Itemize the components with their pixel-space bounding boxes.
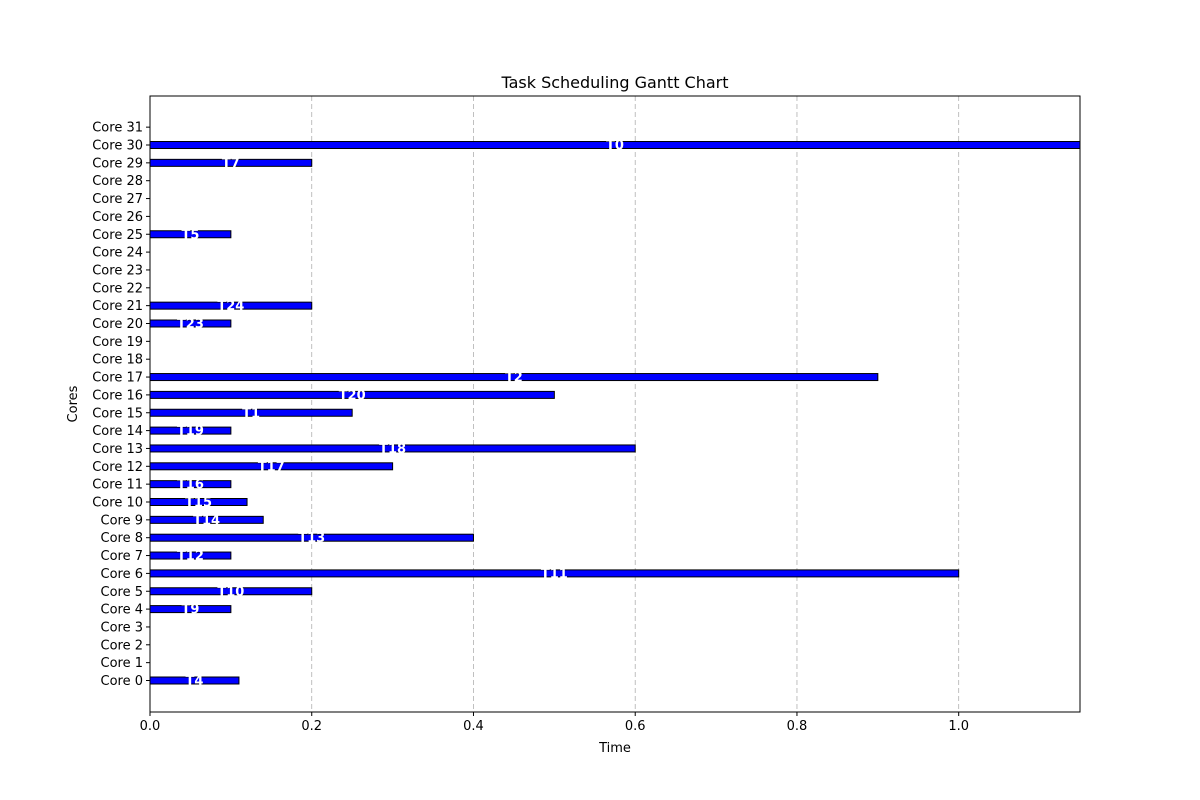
x-tick-label: 0.4 bbox=[463, 719, 484, 734]
y-tick-label: Core 31 bbox=[92, 121, 143, 136]
x-tick-label: 0.8 bbox=[787, 719, 808, 734]
task-label: T12 bbox=[177, 549, 204, 564]
y-tick-label: Core 21 bbox=[92, 299, 143, 314]
y-tick-label: Core 20 bbox=[92, 317, 143, 332]
task-label: T20 bbox=[339, 388, 366, 403]
y-tick-label: Core 25 bbox=[92, 228, 143, 243]
task-label: T9 bbox=[181, 603, 199, 618]
task-label: T13 bbox=[298, 531, 325, 546]
y-tick-label: Core 11 bbox=[92, 478, 143, 493]
bars bbox=[149, 141, 1081, 685]
y-axis-label: Cores bbox=[66, 385, 81, 422]
x-axis-ticks: 0.0 0.2 0.4 0.6 0.8 1.0 bbox=[140, 712, 969, 734]
y-tick-label: Core 17 bbox=[92, 371, 143, 386]
y-axis-ticks: Core 0 Core 1 Core 2 Core 3 Core 4 Core 5 Core… bbox=[92, 121, 150, 689]
chart-title: Task Scheduling Gantt Chart bbox=[500, 73, 728, 92]
task-label: T15 bbox=[185, 496, 212, 511]
y-tick-label: Core 14 bbox=[92, 424, 143, 439]
task-label: T10 bbox=[217, 585, 244, 600]
task-label: T7 bbox=[222, 156, 240, 171]
y-tick-label: Core 18 bbox=[92, 353, 143, 368]
y-tick-label: Core 16 bbox=[92, 388, 143, 403]
x-tick-label: 1.0 bbox=[948, 719, 969, 734]
y-tick-label: Core 12 bbox=[92, 460, 143, 475]
task-label: T4 bbox=[186, 674, 204, 689]
task-label: T23 bbox=[177, 317, 204, 332]
y-tick-label: Core 29 bbox=[92, 156, 143, 171]
task-label: T1 bbox=[242, 406, 260, 421]
task-label: T14 bbox=[193, 513, 220, 528]
y-tick-label: Core 2 bbox=[101, 638, 144, 653]
y-tick-label: Core 30 bbox=[92, 139, 143, 154]
task-label: T17 bbox=[258, 460, 285, 475]
y-tick-label: Core 0 bbox=[101, 674, 144, 689]
plot-frame bbox=[149, 95, 1081, 713]
bar-labels: T4 T9 T10 T11 T12 T13 T14 T15 T16 T17 T18 T19 T1 T20 T… bbox=[177, 139, 624, 690]
x-tick-label: 0.6 bbox=[625, 719, 646, 734]
y-tick-label: Core 3 bbox=[101, 620, 144, 635]
y-tick-label: Core 19 bbox=[92, 335, 143, 350]
y-tick-label: Core 10 bbox=[92, 496, 143, 511]
task-label: T24 bbox=[217, 299, 244, 314]
y-tick-label: Core 28 bbox=[92, 174, 143, 189]
y-tick-label: Core 13 bbox=[92, 442, 143, 457]
task-label: T19 bbox=[177, 424, 204, 439]
x-tick-label: 0.2 bbox=[301, 719, 322, 734]
task-label: T16 bbox=[177, 478, 204, 493]
y-tick-label: Core 15 bbox=[92, 406, 143, 421]
grid-lines bbox=[311, 96, 960, 712]
y-tick-label: Core 23 bbox=[92, 263, 143, 278]
y-tick-label: Core 27 bbox=[92, 192, 143, 207]
task-label: T0 bbox=[606, 139, 624, 154]
y-tick-label: Core 7 bbox=[101, 549, 144, 564]
task-label: T18 bbox=[379, 442, 406, 457]
y-tick-label: Core 22 bbox=[92, 281, 143, 296]
x-axis-label: Time bbox=[598, 741, 631, 756]
y-tick-label: Core 5 bbox=[101, 585, 144, 600]
task-label: T11 bbox=[541, 567, 568, 582]
x-tick-label: 0.0 bbox=[140, 719, 161, 734]
y-tick-label: Core 8 bbox=[101, 531, 144, 546]
task-label: T2 bbox=[505, 371, 523, 386]
y-tick-label: Core 6 bbox=[101, 567, 144, 582]
y-tick-label: Core 24 bbox=[92, 246, 143, 261]
y-tick-label: Core 26 bbox=[92, 210, 143, 225]
y-tick-label: Core 4 bbox=[101, 603, 144, 618]
y-tick-label: Core 9 bbox=[101, 513, 144, 528]
y-tick-label: Core 1 bbox=[101, 656, 144, 671]
task-label: T5 bbox=[181, 228, 199, 243]
